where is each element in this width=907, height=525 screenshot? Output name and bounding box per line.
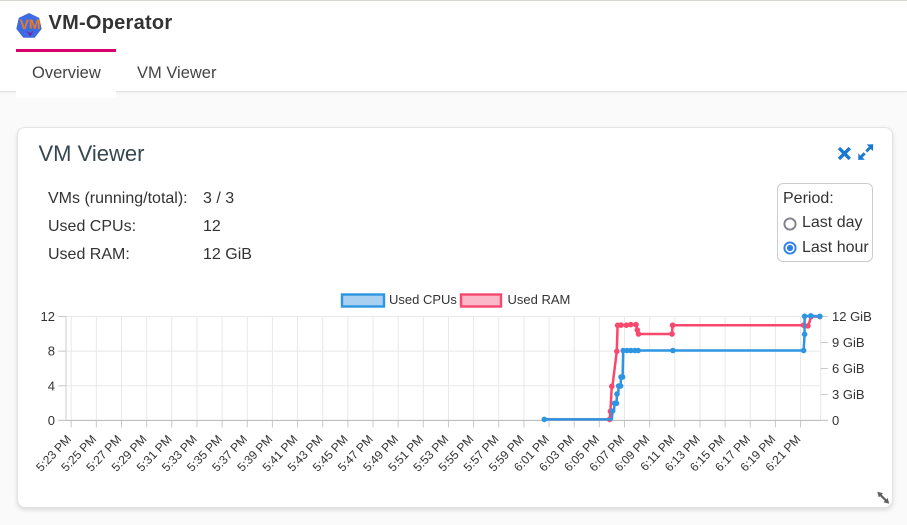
svg-text:6 GiB: 6 GiB — [832, 361, 865, 376]
svg-text:Used RAM: Used RAM — [508, 292, 571, 307]
svg-text:9 GiB: 9 GiB — [832, 335, 865, 350]
svg-text:12: 12 — [41, 309, 55, 324]
svg-text:12 GiB: 12 GiB — [832, 309, 872, 324]
svg-text:VM: VM — [20, 15, 41, 31]
svg-text:Used CPUs: Used CPUs — [389, 292, 457, 307]
svg-text:8: 8 — [48, 344, 55, 359]
svg-text:0: 0 — [832, 413, 839, 428]
svg-text:0: 0 — [48, 413, 55, 428]
svg-text:3 GiB: 3 GiB — [832, 387, 865, 402]
svg-text:4: 4 — [48, 378, 55, 393]
